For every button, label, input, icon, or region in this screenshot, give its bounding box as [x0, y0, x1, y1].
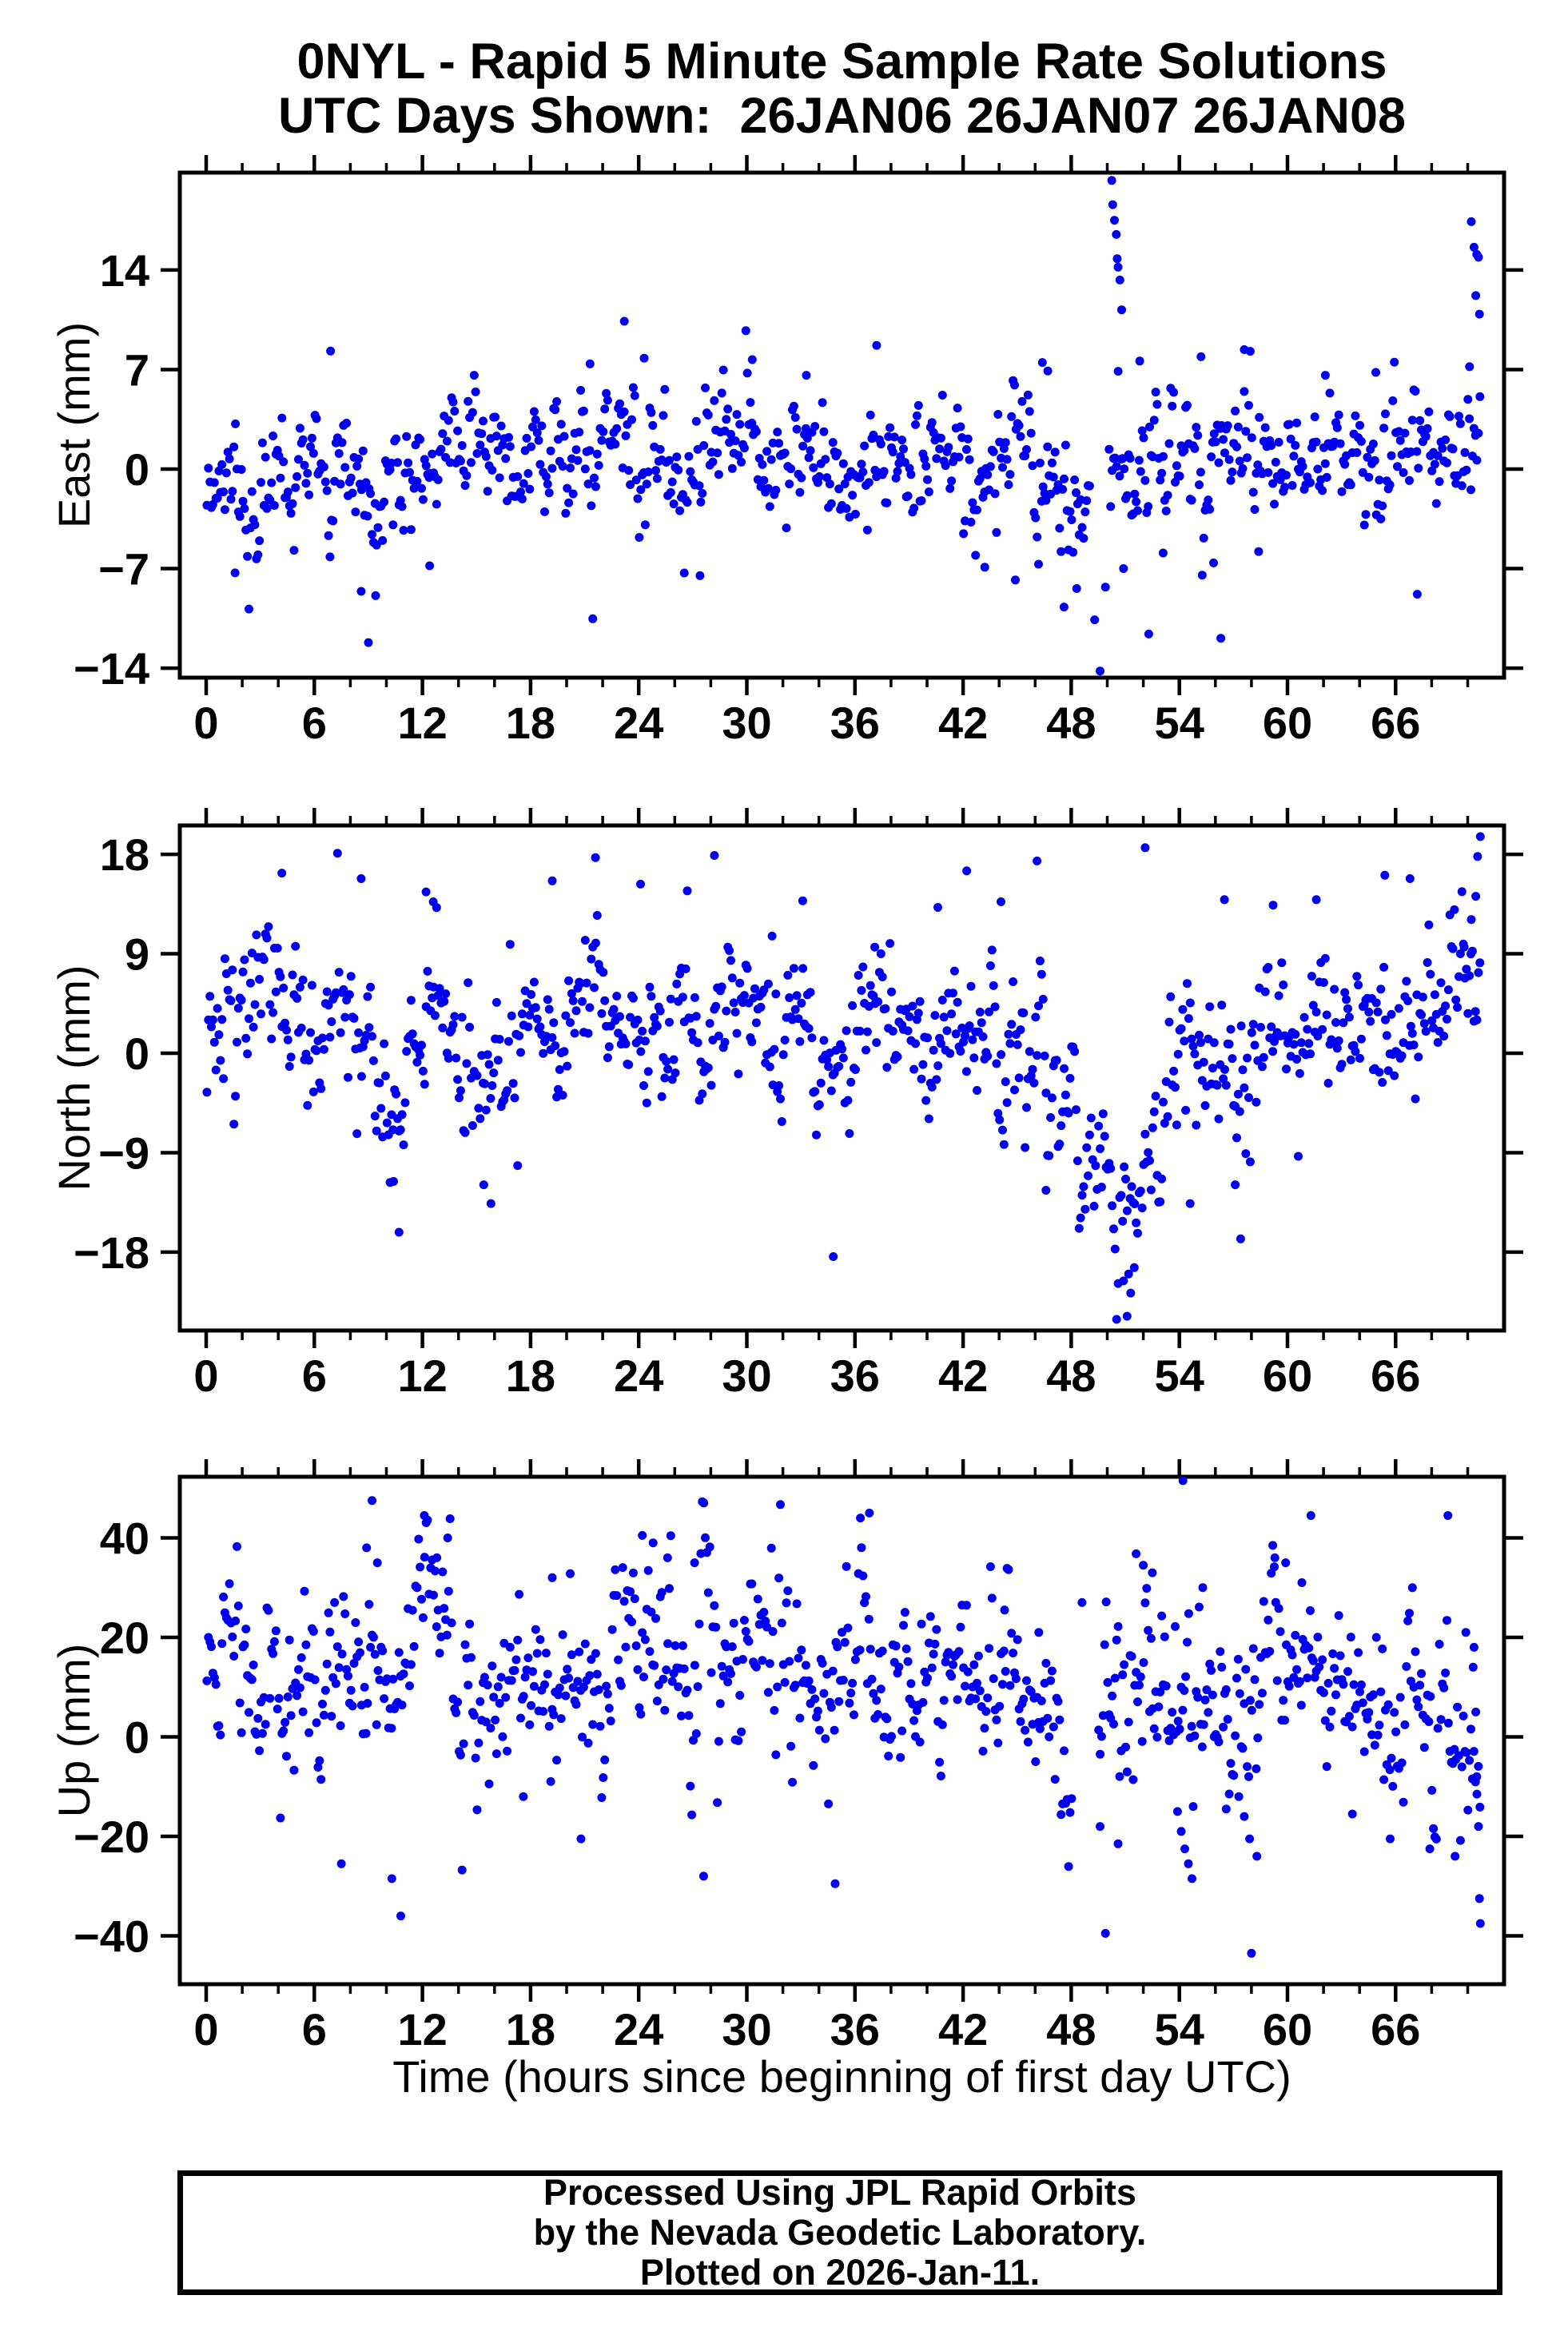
north-x-tick-label: 48 — [1046, 1351, 1096, 1401]
east-x-tick-label: 24 — [614, 698, 663, 748]
north-x-tick-label: 6 — [302, 1351, 327, 1401]
up-y-tick-label: 0 — [125, 1712, 149, 1763]
up-x-tick-label: 30 — [722, 2004, 771, 2055]
north-x-tick-label: 24 — [614, 1351, 663, 1401]
east-y-tick-label: 14 — [100, 245, 149, 296]
north-y-tick-label: −9 — [98, 1128, 149, 1179]
footer-line-3: Plotted on 2026-Jan-11. — [639, 2252, 1041, 2293]
up-x-tick-label: 36 — [830, 2004, 880, 2055]
east-x-tick-label: 18 — [506, 698, 555, 748]
up-y-tick-label: 40 — [100, 1514, 149, 1564]
north-y-tick-label: 9 — [125, 929, 149, 980]
north-frame — [177, 823, 1506, 1333]
north-scatter-points — [202, 832, 1485, 1324]
up-x-tick-label: 66 — [1371, 2004, 1420, 2055]
footer-line-1: Processed Using JPL Rapid Orbits — [543, 2172, 1136, 2213]
north-x-tick-label: 42 — [938, 1351, 988, 1401]
east-axis-title: East (mm) — [49, 322, 99, 528]
up-x-tick-label: 18 — [506, 2004, 555, 2055]
north-x-tick-label: 36 — [830, 1351, 880, 1401]
east-x-tick-label: 48 — [1046, 698, 1096, 748]
up-x-tick-label: 0 — [193, 2004, 218, 2055]
east-scatter-points — [202, 176, 1485, 676]
north-x-tick-label: 12 — [397, 1351, 447, 1401]
up-x-tick-label: 6 — [302, 2004, 327, 2055]
up-x-tick-label: 54 — [1155, 2004, 1204, 2055]
north-panel: 0 6 12 18 24 30 36 42 48 54 60 66 −18 −9 0 9 18 North (mm… — [49, 808, 1523, 1401]
up-panel: 0 6 12 18 24 30 36 42 48 54 60 66 −40 −20 0 20 40 Up (mm) — [49, 1459, 1523, 2055]
page-title: 0NYL - Rapid 5 Minute Sample Rate Soluti… — [296, 34, 1387, 90]
up-frame — [177, 1474, 1506, 1987]
up-scatter-points — [202, 1477, 1485, 1958]
east-x-tick-label: 30 — [722, 698, 771, 748]
footer-line-2: by the Nevada Geodetic Laboratory. — [533, 2212, 1147, 2253]
north-x-tick-label: 30 — [722, 1351, 771, 1401]
east-x-tick-label: 0 — [193, 698, 218, 748]
east-y-tick-label: 7 — [125, 345, 149, 396]
east-x-tick-label: 36 — [830, 698, 880, 748]
east-frame — [177, 170, 1506, 680]
footer-box: Processed Using JPL Rapid Orbits by the … — [177, 2170, 1502, 2295]
east-x-tick-label: 54 — [1155, 698, 1204, 748]
up-x-tick-label: 42 — [938, 2004, 988, 2055]
up-y-tick-label: −20 — [74, 1812, 149, 1862]
up-axis-title: Up (mm) — [49, 1644, 99, 1818]
up-x-tick-label: 60 — [1263, 2004, 1312, 2055]
up-x-tick-label: 12 — [397, 2004, 447, 2055]
north-y-tick-label: 0 — [125, 1028, 149, 1079]
up-x-tick-label: 24 — [614, 2004, 663, 2055]
east-y-tick-label: 0 — [125, 444, 149, 495]
north-x-tick-label: 0 — [193, 1351, 218, 1401]
x-axis-title: Time (hours since beginning of first day… — [392, 2051, 1291, 2102]
north-y-tick-label: 18 — [100, 829, 149, 880]
north-y-tick-label: −18 — [74, 1227, 149, 1278]
east-x-tick-label: 6 — [302, 698, 327, 748]
east-x-tick-label: 60 — [1263, 698, 1312, 748]
up-x-tick-label: 48 — [1046, 2004, 1096, 2055]
north-x-tick-label: 54 — [1155, 1351, 1204, 1401]
north-axis-title: North (mm) — [49, 965, 99, 1191]
east-y-tick-label: −14 — [74, 643, 149, 694]
east-x-tick-label: 12 — [397, 698, 447, 748]
east-y-tick-label: −7 — [98, 544, 149, 595]
north-x-tick-label: 60 — [1263, 1351, 1312, 1401]
east-x-tick-label: 66 — [1371, 698, 1420, 748]
north-x-tick-label: 66 — [1371, 1351, 1420, 1401]
up-y-tick-label: −40 — [74, 1911, 149, 1962]
page-subtitle: UTC Days Shown: 26JAN06 26JAN07 26JAN08 — [277, 88, 1407, 144]
north-x-tick-label: 18 — [506, 1351, 555, 1401]
up-y-tick-label: 20 — [100, 1613, 149, 1663]
east-x-tick-label: 42 — [938, 698, 988, 748]
